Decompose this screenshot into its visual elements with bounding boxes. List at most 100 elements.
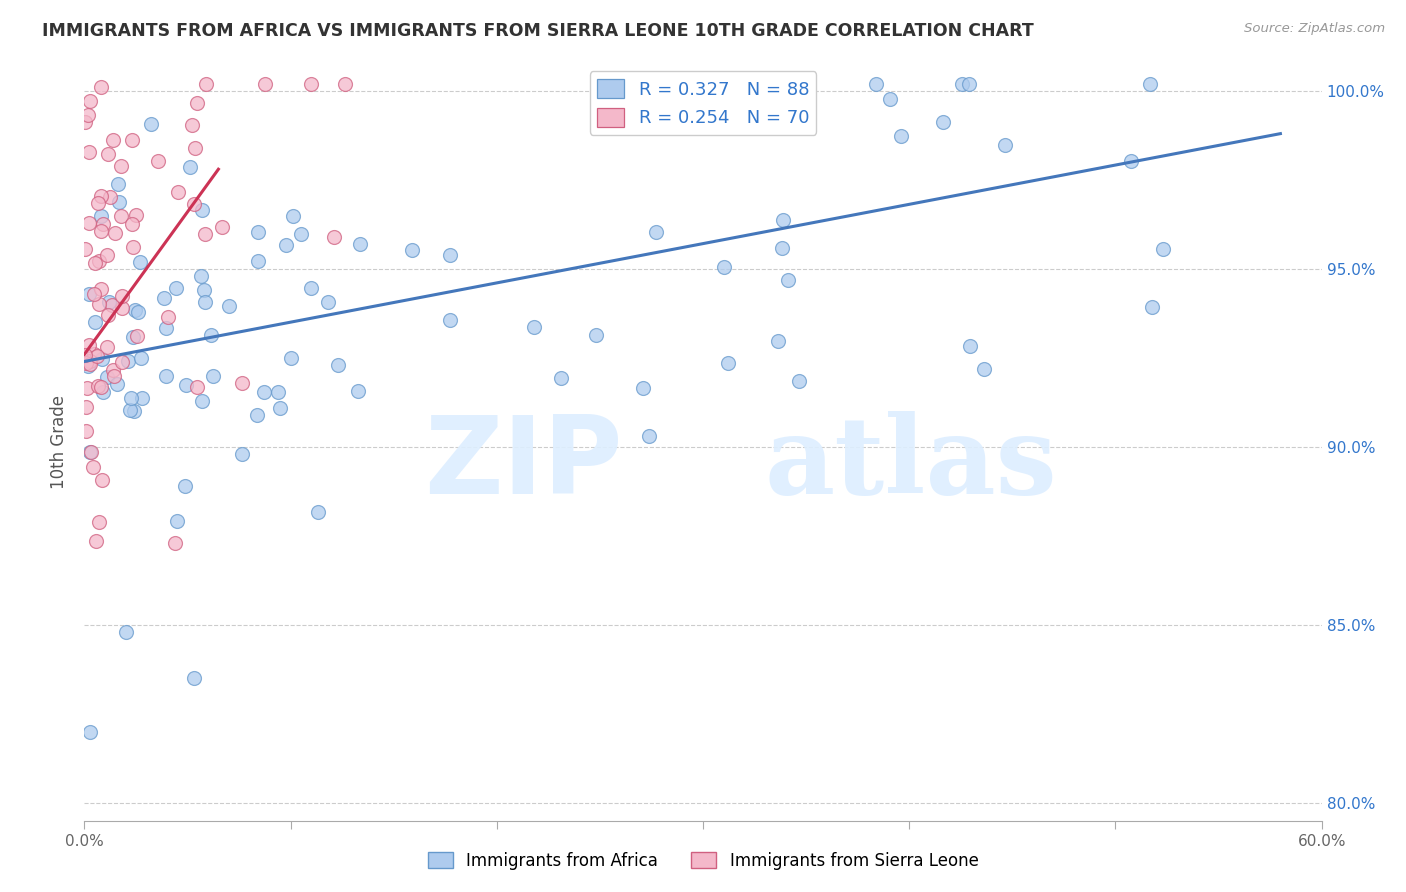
Point xyxy=(89,515,111,529)
Point xyxy=(180,118,202,132)
Point xyxy=(274,238,297,252)
Point xyxy=(107,177,129,191)
Point xyxy=(183,197,205,211)
Point xyxy=(631,381,654,395)
Point xyxy=(80,444,103,458)
Point xyxy=(96,248,118,262)
Point xyxy=(165,280,187,294)
Point xyxy=(87,297,110,311)
Point xyxy=(190,268,212,283)
Point xyxy=(120,391,142,405)
Point xyxy=(129,254,152,268)
Point xyxy=(75,401,97,415)
Point xyxy=(127,305,149,319)
Point xyxy=(93,217,115,231)
Point xyxy=(231,376,253,390)
Point xyxy=(117,353,139,368)
Point xyxy=(121,133,143,147)
Point xyxy=(191,202,214,217)
Point xyxy=(75,115,97,129)
Point xyxy=(82,460,104,475)
Point xyxy=(89,253,111,268)
Point xyxy=(103,369,125,384)
Point xyxy=(193,283,215,297)
Point xyxy=(79,724,101,739)
Point xyxy=(174,378,197,392)
Point xyxy=(194,295,217,310)
Point xyxy=(124,303,146,318)
Point xyxy=(125,328,148,343)
Point xyxy=(75,242,97,256)
Point xyxy=(91,384,114,399)
Point xyxy=(787,374,810,388)
Point xyxy=(879,92,901,106)
Text: Source: ZipAtlas.com: Source: ZipAtlas.com xyxy=(1244,22,1385,36)
Point xyxy=(717,356,740,370)
Point xyxy=(118,402,141,417)
Point xyxy=(90,352,112,367)
Point xyxy=(90,282,112,296)
Point xyxy=(115,624,138,639)
Point xyxy=(90,80,112,95)
Point xyxy=(280,351,302,366)
Point xyxy=(195,77,218,91)
Point xyxy=(890,129,912,144)
Point xyxy=(1152,242,1174,256)
Point xyxy=(347,384,370,399)
Point xyxy=(202,368,225,383)
Point xyxy=(269,401,291,416)
Text: IMMIGRANTS FROM AFRICA VS IMMIGRANTS FROM SIERRA LEONE 10TH GRADE CORRELATION CH: IMMIGRANTS FROM AFRICA VS IMMIGRANTS FRO… xyxy=(42,22,1033,40)
Point xyxy=(523,320,546,334)
Point xyxy=(97,295,120,310)
Point xyxy=(148,153,170,168)
Point xyxy=(186,380,208,394)
Point xyxy=(246,408,269,422)
Point xyxy=(129,351,152,366)
Point xyxy=(90,209,112,223)
Point xyxy=(96,369,118,384)
Point xyxy=(90,473,112,487)
Point xyxy=(87,378,110,392)
Point xyxy=(96,340,118,354)
Point xyxy=(110,159,132,173)
Point xyxy=(190,393,212,408)
Point xyxy=(122,240,145,254)
Point xyxy=(121,217,143,231)
Point xyxy=(200,328,222,343)
Point xyxy=(90,188,112,202)
Point xyxy=(231,447,253,461)
Point xyxy=(439,313,461,327)
Point xyxy=(193,227,215,241)
Point xyxy=(173,479,195,493)
Point xyxy=(1121,153,1143,168)
Legend: Immigrants from Africa, Immigrants from Sierra Leone: Immigrants from Africa, Immigrants from … xyxy=(420,846,986,877)
Point xyxy=(266,384,288,399)
Point xyxy=(98,190,121,204)
Point xyxy=(124,404,146,418)
Point xyxy=(75,356,97,370)
Point xyxy=(218,299,240,313)
Point xyxy=(77,359,100,374)
Point xyxy=(865,77,887,91)
Point xyxy=(97,308,120,322)
Point xyxy=(254,77,277,91)
Point xyxy=(247,225,270,239)
Legend: R = 0.327   N = 88, R = 0.254   N = 70: R = 0.327 N = 88, R = 0.254 N = 70 xyxy=(589,71,817,135)
Point xyxy=(155,368,177,383)
Point xyxy=(246,254,269,268)
Point xyxy=(97,147,120,161)
Point xyxy=(776,273,799,287)
Point xyxy=(155,320,177,334)
Point xyxy=(75,348,97,362)
Point xyxy=(713,260,735,274)
Point xyxy=(166,186,188,200)
Point xyxy=(79,338,101,352)
Point xyxy=(550,371,572,385)
Point xyxy=(766,334,789,349)
Point xyxy=(163,536,186,550)
Point xyxy=(110,289,132,303)
Point xyxy=(83,286,105,301)
Point xyxy=(349,236,371,251)
Point xyxy=(79,357,101,371)
Point xyxy=(79,94,101,108)
